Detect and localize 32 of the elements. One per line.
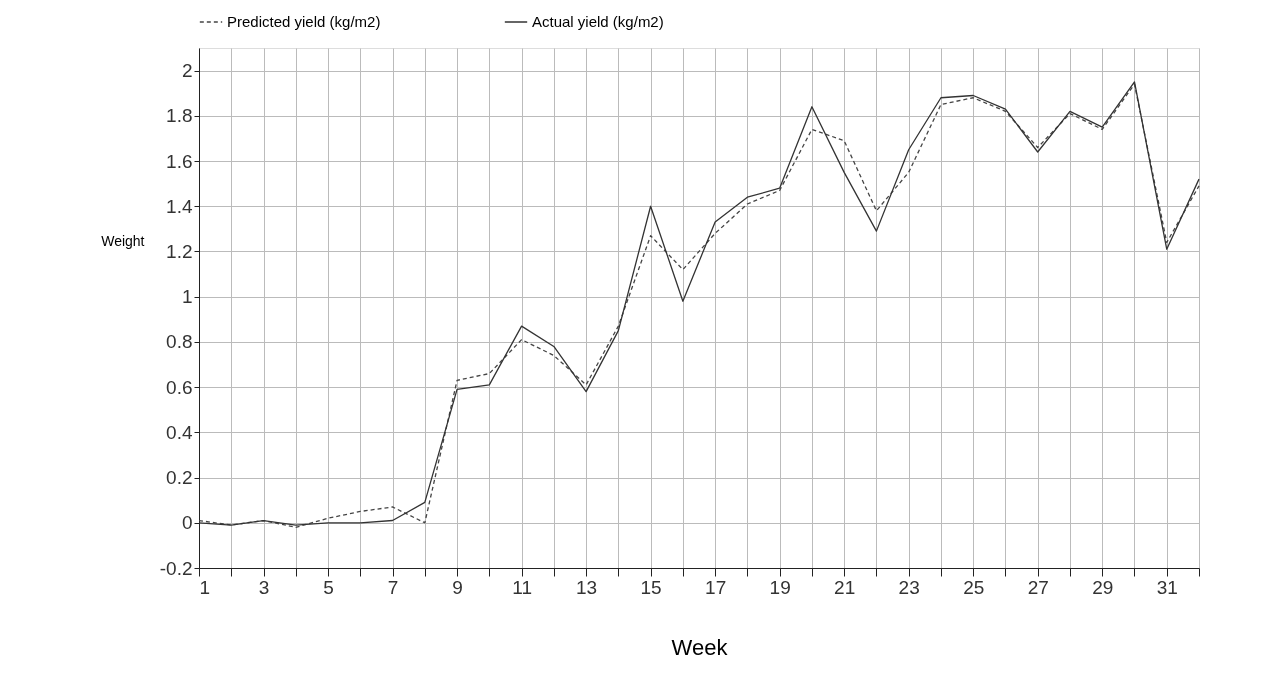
y-tick-label: 0.8 xyxy=(166,331,193,353)
y-tick-label: 0.2 xyxy=(166,467,193,489)
x-tick-label: 13 xyxy=(576,576,598,598)
y-tick-label: 1.6 xyxy=(166,150,193,172)
legend-label: Predicted yield (kg/m2) xyxy=(227,13,381,30)
y-tick-label: -0.2 xyxy=(159,557,193,579)
x-tick-label: 19 xyxy=(769,576,791,598)
x-axis-title: Week xyxy=(671,634,729,660)
y-tick-label: 0.4 xyxy=(166,421,193,443)
x-tick-label: 25 xyxy=(963,576,985,598)
y-tick-label: 1.4 xyxy=(166,195,193,217)
y-tick-label: 2 xyxy=(181,60,193,82)
x-tick-label: 17 xyxy=(705,576,727,598)
x-tick-label: 1 xyxy=(199,576,211,598)
y-tick-label: 1.8 xyxy=(166,105,193,127)
legend-label: Actual yield (kg/m2) xyxy=(532,13,664,30)
y-axis-title: Weight xyxy=(101,232,145,249)
x-tick-label: 21 xyxy=(834,576,856,598)
y-tick-label: 1.2 xyxy=(166,240,193,262)
y-tick-label: 0 xyxy=(181,512,193,534)
x-tick-label: 9 xyxy=(452,576,463,598)
x-tick-label: 3 xyxy=(258,576,270,598)
x-tick-label: 23 xyxy=(898,576,920,598)
y-tick-label: 1 xyxy=(181,286,193,308)
x-tick-label: 29 xyxy=(1092,576,1114,598)
x-tick-label: 31 xyxy=(1156,576,1178,598)
x-tick-label: 27 xyxy=(1027,576,1049,598)
x-tick-label: 15 xyxy=(640,576,662,598)
x-tick-label: 11 xyxy=(512,576,532,598)
x-tick-label: 7 xyxy=(387,576,399,598)
x-tick-label: 5 xyxy=(323,576,334,598)
y-tick-label: 0.6 xyxy=(166,376,193,398)
